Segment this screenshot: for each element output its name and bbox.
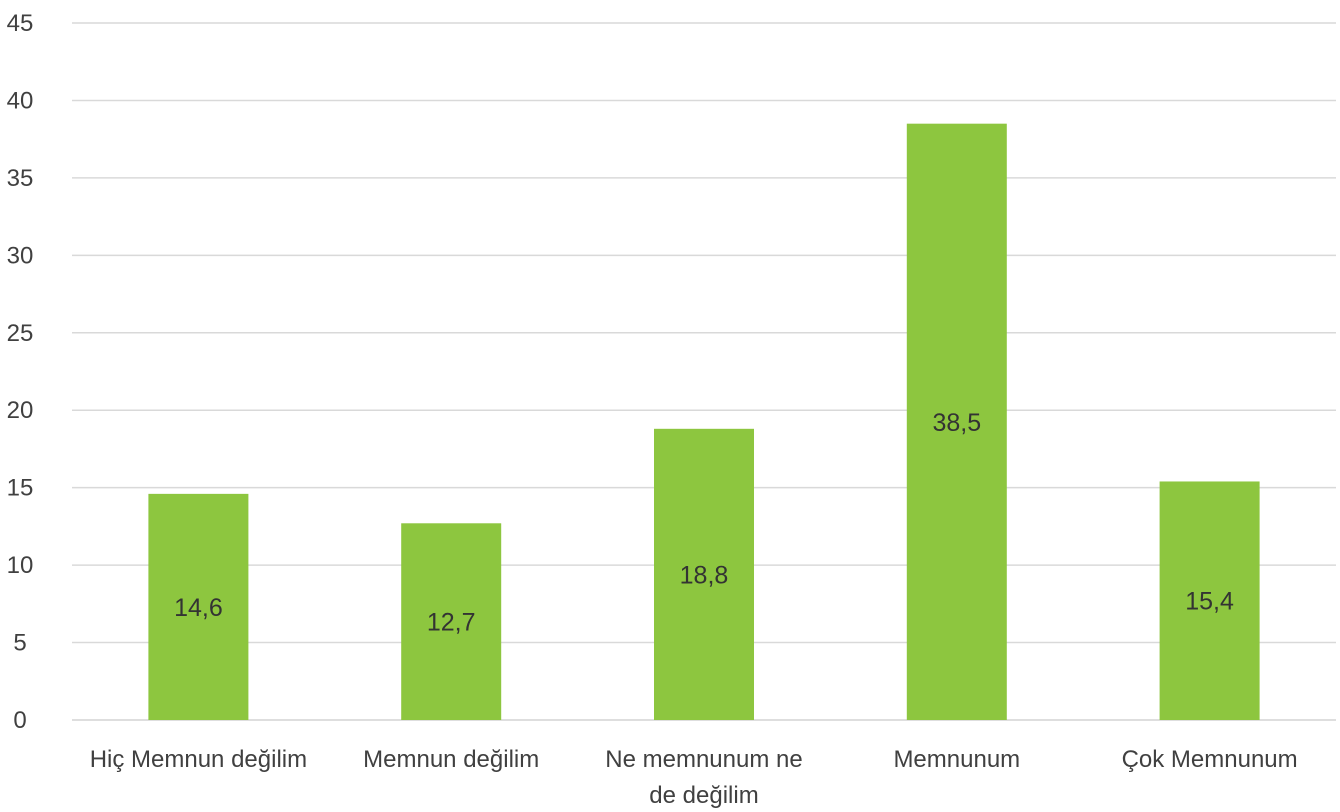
y-tick-label: 10 xyxy=(7,552,34,579)
y-tick-label: 15 xyxy=(7,475,34,502)
x-category-label: Ne memnunum ne de değilim xyxy=(605,746,802,809)
gridlines xyxy=(72,22,1336,721)
data-labels: 14,6 12,7 18,8 38,5 15,4 xyxy=(174,409,1234,637)
y-tick-label: 20 xyxy=(7,397,34,424)
y-tick-label: 40 xyxy=(7,87,34,114)
bar-value-label: 18,8 xyxy=(680,561,729,589)
bar-value-label: 14,6 xyxy=(174,594,223,622)
bar-value-label: 12,7 xyxy=(427,609,476,637)
bar xyxy=(906,123,1007,720)
y-tick-label: 35 xyxy=(7,165,34,192)
bars xyxy=(148,123,1260,720)
bar xyxy=(1159,481,1260,720)
y-tick-label: 5 xyxy=(13,630,26,657)
y-axis-ticks: 0 5 10 15 20 25 30 35 40 45 xyxy=(7,10,34,734)
bar-value-label: 15,4 xyxy=(1185,588,1234,616)
y-tick-label: 30 xyxy=(7,242,34,269)
x-axis-labels: Hiç Memnun değilim Memnun değilim Ne memnu… xyxy=(90,746,1298,809)
x-category-label: Hiç Memnun değilim xyxy=(90,746,307,773)
x-category-label: Memnun değilim xyxy=(363,746,539,773)
y-tick-label: 0 xyxy=(13,707,26,734)
x-category-label: Memnunum xyxy=(893,746,1020,773)
bar xyxy=(401,523,502,720)
y-tick-label: 45 xyxy=(7,10,34,37)
bar-value-label: 38,5 xyxy=(932,409,981,437)
bar xyxy=(654,428,754,720)
bar xyxy=(148,493,249,720)
y-tick-label: 25 xyxy=(7,320,34,347)
x-category-label: Çok Memnunum xyxy=(1122,746,1298,773)
